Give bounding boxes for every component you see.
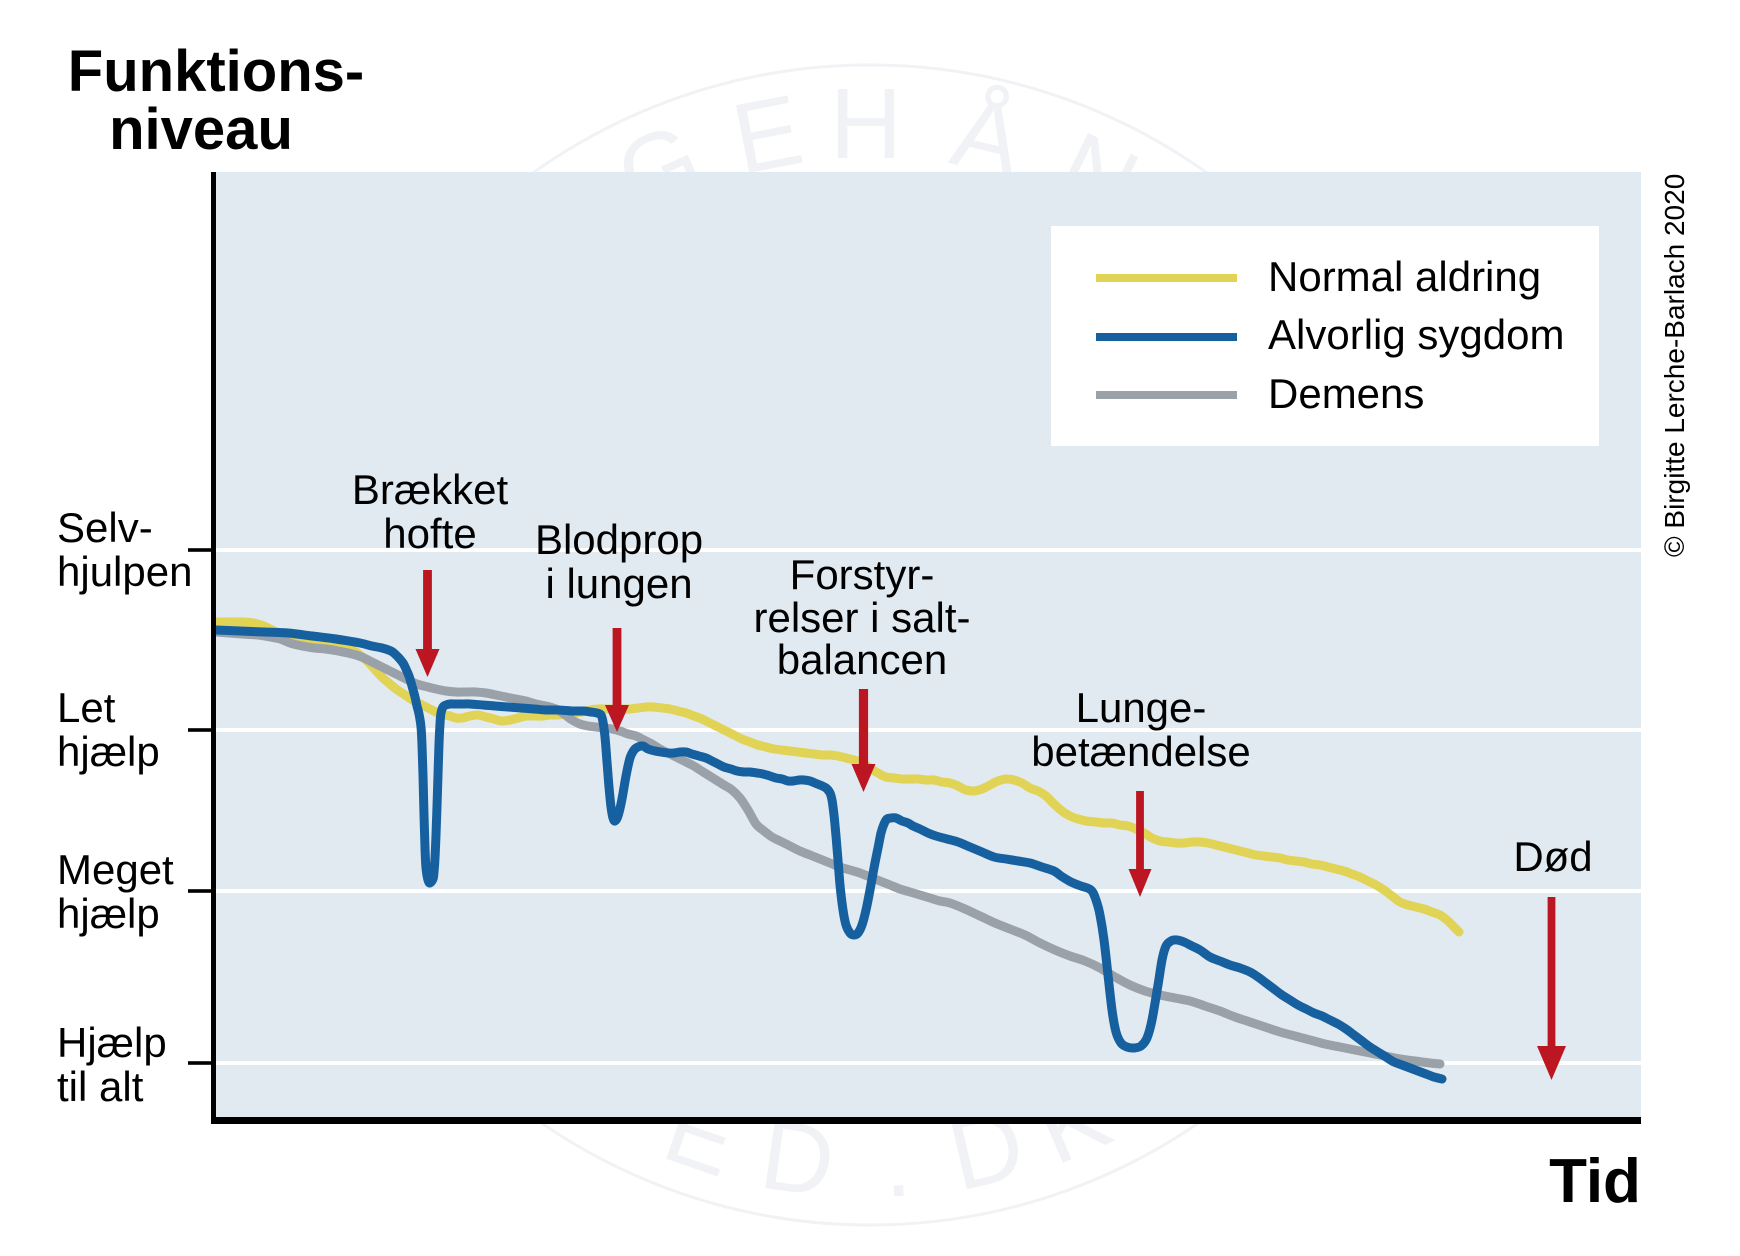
svg-text:til alt: til alt [57,1063,144,1110]
svg-text:Let: Let [57,684,116,731]
svg-text:Forstyr-: Forstyr- [790,551,935,598]
svg-text:i lungen: i lungen [545,560,692,607]
svg-text:Lunge-: Lunge- [1076,684,1207,731]
svg-text:H: H [830,68,902,180]
svg-text:Selv-: Selv- [57,504,153,551]
svg-text:niveau: niveau [109,97,293,162]
svg-text:Normal aldring: Normal aldring [1268,253,1541,300]
svg-text:hjælp: hjælp [57,890,160,937]
svg-text:betændelse: betændelse [1031,728,1251,775]
svg-text:© Birgitte Lerche-Barlach 2020: © Birgitte Lerche-Barlach 2020 [1659,174,1690,557]
svg-text:Alvorlig sygdom: Alvorlig sygdom [1268,311,1564,358]
svg-text:hjulpen: hjulpen [57,548,192,595]
svg-text:Meget: Meget [57,846,174,893]
svg-text:.: . [880,1105,914,1218]
svg-text:hjælp: hjælp [57,728,160,775]
svg-text:balancen: balancen [777,636,947,683]
svg-text:Funktions-: Funktions- [68,39,364,104]
svg-text:hofte: hofte [383,510,476,557]
svg-text:Brækket: Brækket [352,466,509,513]
svg-text:Tid: Tid [1549,1147,1641,1216]
svg-text:Demens: Demens [1268,370,1424,417]
svg-text:Hjælp: Hjælp [57,1019,167,1066]
svg-text:Blodprop: Blodprop [535,516,703,563]
svg-text:relser i salt-: relser i salt- [753,594,970,641]
svg-text:Død: Død [1513,833,1592,880]
